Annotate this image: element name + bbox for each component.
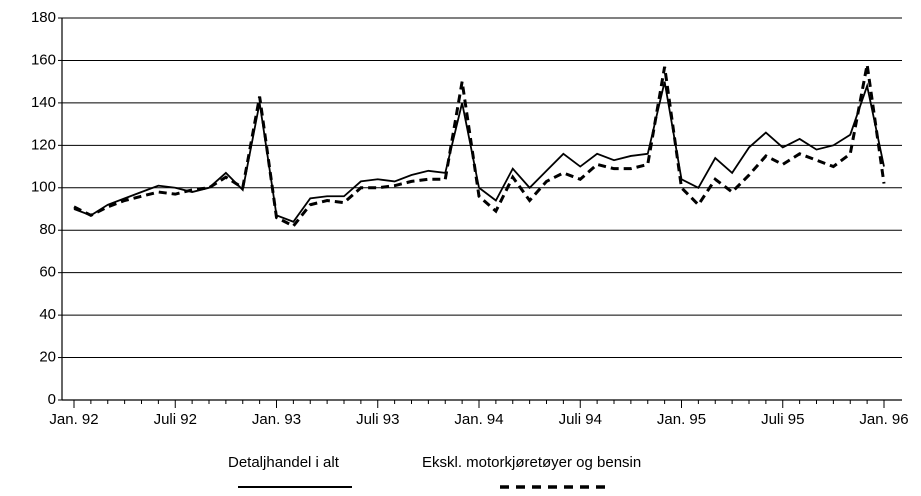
y-tick-label: 40 [39, 306, 56, 323]
y-tick-label: 180 [31, 9, 56, 26]
y-tick-label: 20 [39, 349, 56, 366]
y-tick-label: 120 [31, 136, 56, 153]
x-tick-label: Juli 95 [761, 411, 804, 428]
series-line [73, 81, 885, 223]
y-tick-label: 140 [31, 94, 56, 111]
legend-label: Ekskl. motorkjøretøyer og bensin [422, 454, 641, 471]
y-tick-label: 60 [39, 264, 56, 281]
y-tick-label: 0 [48, 391, 56, 408]
x-tick-label: Jan. 93 [252, 411, 301, 428]
y-tick-label: 100 [31, 179, 56, 196]
x-tick-label: Jan. 92 [49, 411, 98, 428]
legend-label: Detaljhandel i alt [228, 454, 340, 471]
x-tick-label: Juli 94 [559, 411, 602, 428]
y-tick-label: 80 [39, 221, 56, 238]
y-tick-label: 160 [31, 51, 56, 68]
x-tick-label: Jan. 94 [454, 411, 503, 428]
x-tick-label: Jan. 95 [657, 411, 706, 428]
x-tick-label: Juli 93 [356, 411, 399, 428]
series-line [73, 64, 886, 228]
x-tick-label: Juli 92 [154, 411, 197, 428]
x-tick-label: Jan. 96 [859, 411, 908, 428]
